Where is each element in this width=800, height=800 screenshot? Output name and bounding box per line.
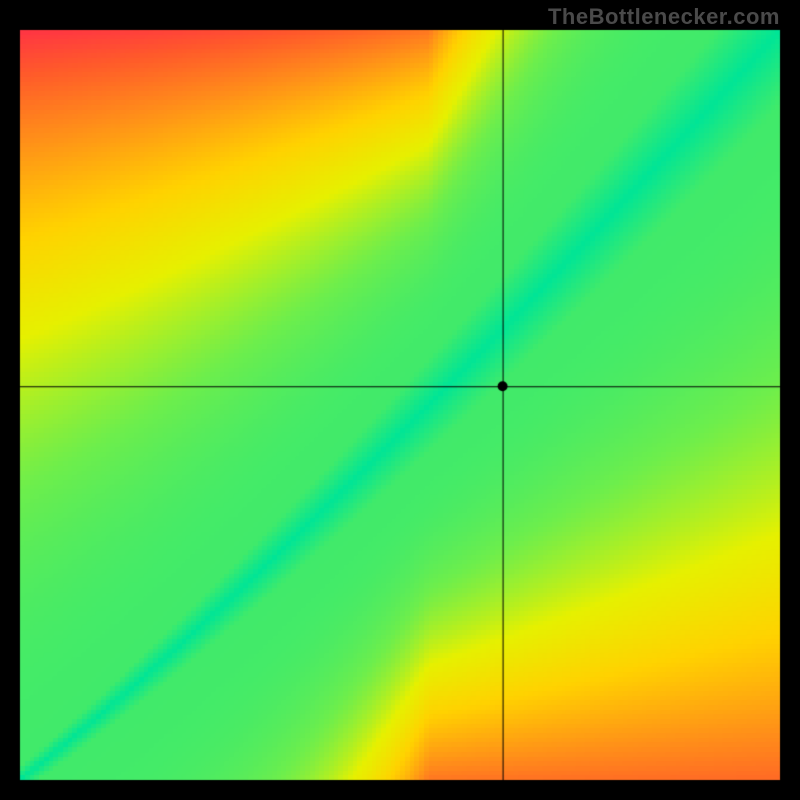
bottleneck-heatmap: [0, 0, 800, 800]
chart-container: TheBottlenecker.com: [0, 0, 800, 800]
watermark-text: TheBottlenecker.com: [548, 4, 780, 30]
